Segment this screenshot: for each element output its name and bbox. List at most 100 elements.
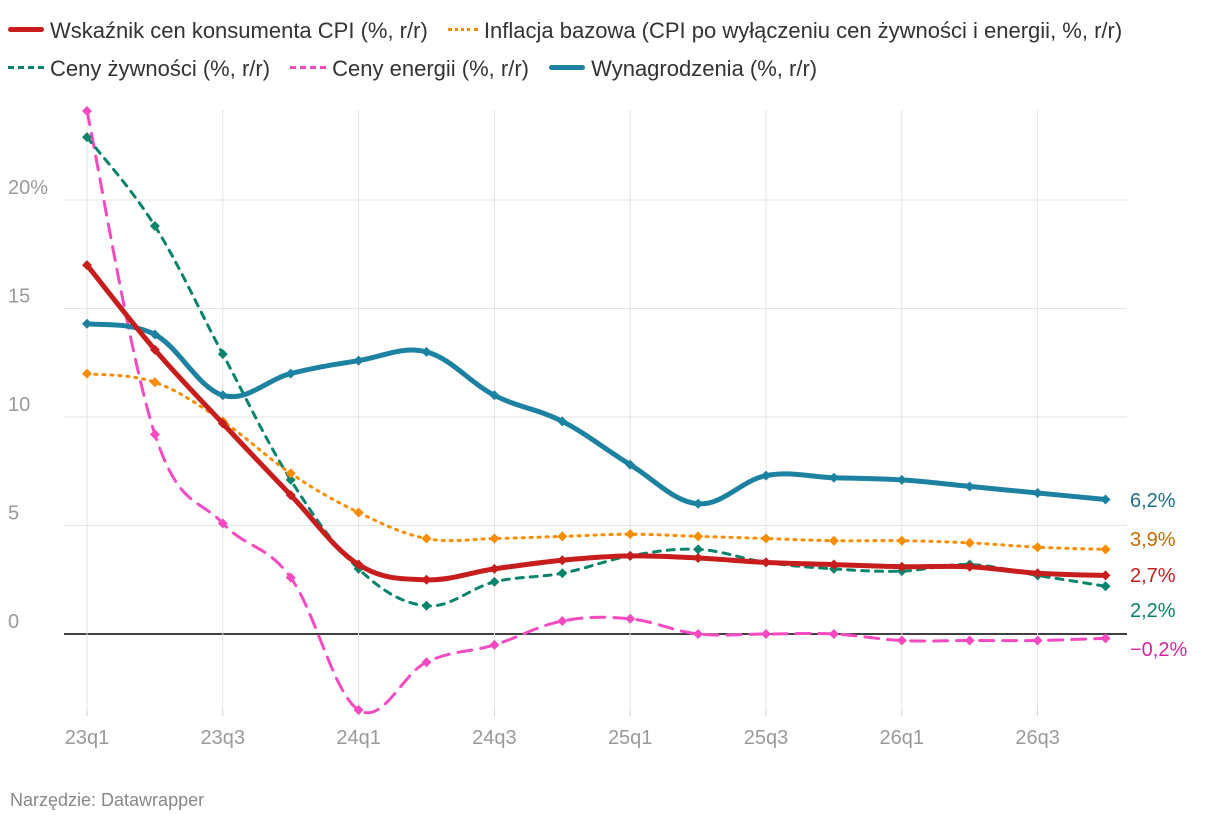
data-point-wages [489, 390, 500, 401]
data-point-food [421, 600, 432, 611]
legend-item-core: Inflacja bazowa (CPI po wyłączeniu cen ż… [447, 12, 1122, 50]
data-point-energy [489, 639, 500, 650]
data-point-wages [761, 470, 771, 481]
data-point-core [557, 531, 568, 542]
y-tick-label: 5 [8, 503, 19, 525]
data-point-cpi [1032, 568, 1043, 579]
chart-legend: Wskaźnik cen konsumenta CPI (%, r/r) Inf… [8, 12, 1208, 88]
data-point-food [693, 544, 704, 555]
y-tick-label: 15 [8, 286, 30, 308]
data-point-energy [964, 635, 975, 646]
data-point-energy [353, 704, 364, 715]
data-point-wages [285, 368, 296, 379]
legend-item-food: Ceny żywności (%, r/r) [8, 50, 270, 88]
data-point-wages [557, 416, 568, 427]
data-point-cpi [82, 260, 92, 271]
data-point-core [1100, 544, 1111, 555]
data-point-cpi [761, 557, 771, 568]
data-point-core [625, 529, 636, 540]
data-point-cpi [353, 559, 364, 570]
data-point-energy [217, 518, 228, 529]
data-point-energy [149, 429, 160, 440]
data-point-cpi [285, 490, 296, 501]
data-point-wages [82, 318, 92, 329]
end-label-wages: 6,2% [1130, 490, 1176, 512]
data-point-energy [625, 613, 636, 624]
data-point-wages [625, 459, 636, 470]
data-point-energy [557, 615, 568, 626]
legend-swatch-core [447, 27, 478, 31]
legend-label-food: Ceny żywności (%, r/r) [50, 56, 271, 81]
data-point-cpi [489, 563, 500, 574]
y-tick-label: 10 [8, 394, 30, 416]
data-point-wages [421, 346, 432, 357]
data-point-core [353, 507, 364, 518]
data-point-core [421, 533, 432, 544]
data-point-food [489, 576, 500, 587]
legend-swatch-wages [549, 64, 586, 70]
data-point-energy [82, 106, 92, 117]
data-point-food [1100, 581, 1111, 592]
data-point-cpi [149, 344, 160, 355]
legend-swatch-energy [290, 65, 327, 69]
line-chart: 0 5 10 15 20% 23q1 23q3 24q1 24q3 25q1 25q3 26q1 26q… [8, 106, 1187, 749]
data-point-food [82, 132, 92, 143]
data-point-energy [828, 629, 839, 639]
x-tick-label: 23q1 [65, 727, 110, 749]
legend-swatch-food [8, 65, 44, 69]
data-point-cpi [625, 550, 636, 561]
legend-label-energy: Ceny energii (%, r/r) [332, 56, 530, 81]
legend-item-wages: Wynagrodzenia (%, r/r) [549, 50, 817, 88]
data-point-food [557, 568, 568, 579]
x-tick-label: 25q1 [608, 727, 653, 749]
data-point-energy [693, 629, 704, 639]
data-point-core [761, 533, 771, 544]
series-line-cpi [84, 262, 1108, 583]
data-point-core [149, 377, 160, 388]
data-point-energy [1032, 635, 1043, 646]
series-line-wages [84, 321, 1108, 507]
data-point-cpi [828, 559, 839, 570]
data-point-cpi [896, 561, 907, 572]
data-point-wages [693, 498, 704, 509]
x-tick-label: 24q3 [472, 727, 517, 749]
data-point-food [285, 474, 296, 485]
data-point-wages [149, 329, 160, 340]
data-point-wages [896, 474, 907, 485]
series-line-core [85, 372, 1107, 551]
data-point-energy [896, 635, 907, 646]
y-tick-label: 20% [8, 177, 48, 199]
end-label-cpi: 2,7% [1130, 565, 1176, 587]
data-point-core [828, 535, 839, 546]
source-footer: Narzędzie: Datawrapper [10, 790, 205, 810]
legend-label-cpi: Wskaźnik cen konsumenta CPI (%, r/r) [50, 18, 428, 43]
data-point-core [285, 468, 296, 479]
x-tick-label: 26q3 [1015, 727, 1060, 749]
data-point-energy [421, 657, 432, 668]
legend-swatch-cpi [8, 26, 44, 32]
legend-label-wages: Wynagrodzenia (%, r/r) [591, 56, 818, 81]
x-tick-label: 24q1 [336, 727, 381, 749]
data-point-wages [1032, 487, 1043, 498]
data-point-wages [828, 472, 839, 483]
data-point-cpi [964, 561, 975, 572]
data-point-food [217, 349, 228, 360]
data-point-cpi [693, 553, 704, 564]
data-point-core [964, 537, 975, 548]
legend-item-cpi: Wskaźnik cen konsumenta CPI (%, r/r) [8, 12, 428, 50]
data-point-food [149, 221, 160, 232]
end-label-energy: −0,2% [1130, 639, 1187, 661]
x-tick-label: 23q3 [201, 727, 246, 749]
data-point-wages [1100, 494, 1111, 505]
data-point-cpi [217, 418, 228, 429]
data-point-energy [285, 572, 296, 583]
end-label-food: 2,2% [1130, 600, 1176, 622]
data-point-wages [217, 390, 228, 401]
x-tick-label: 25q3 [744, 727, 789, 749]
x-tick-label: 26q1 [880, 727, 925, 749]
end-label-core: 3,9% [1130, 529, 1176, 551]
data-point-core [896, 535, 907, 546]
data-point-cpi [557, 555, 568, 566]
data-point-core [489, 533, 500, 544]
data-point-cpi [421, 574, 432, 585]
